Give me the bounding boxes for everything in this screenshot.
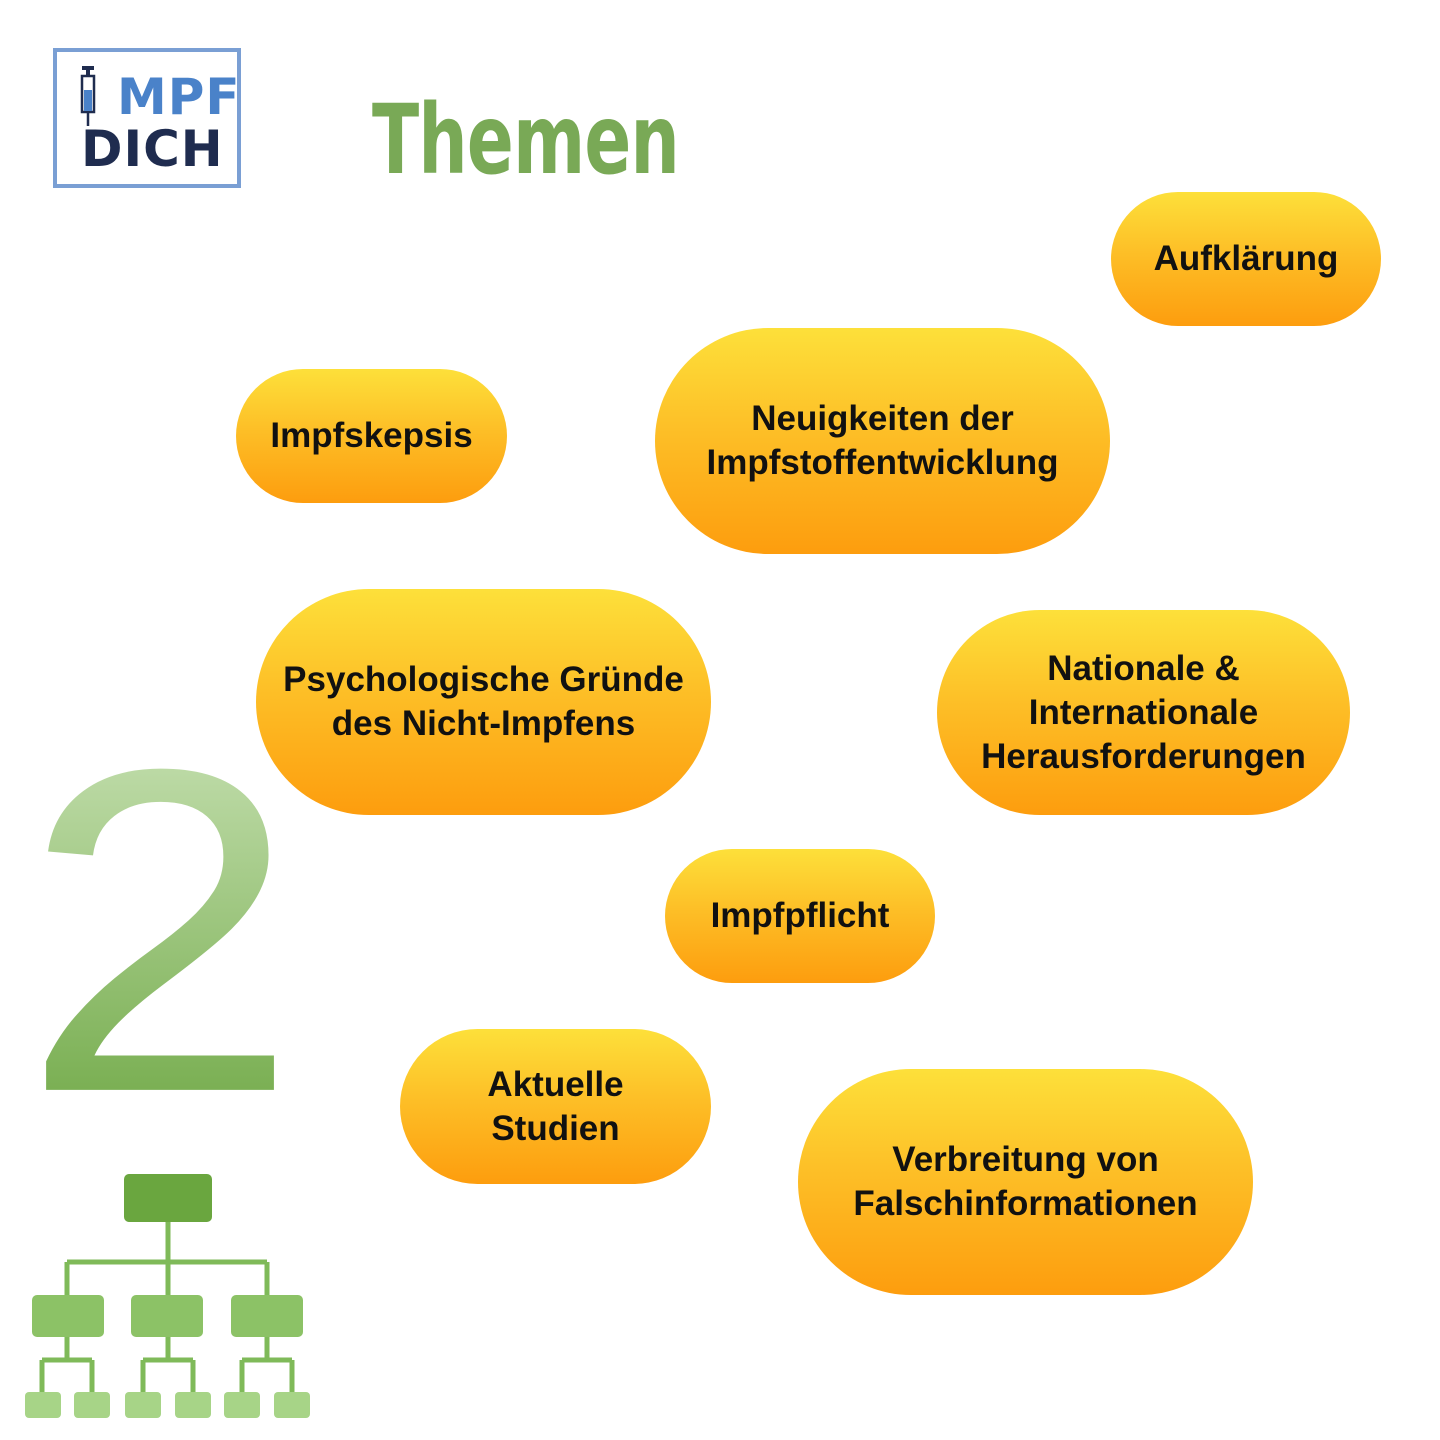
topic-nationale-herausforderungen: Nationale & Internationale Herausforderu… [937,610,1350,815]
syringe-icon [80,66,96,126]
topic-psychologische-gruende: Psychologische Gründe des Nicht-Impfens [256,589,711,815]
topic-impfskepsis: Impfskepsis [236,369,507,503]
big-number-text: 2 [30,720,290,1100]
topic-label: Neuigkeiten der Impfstoffentwicklung [706,399,1059,482]
topic-label: Aufklärung [1153,239,1339,278]
logo-text-dich: DICH [81,120,224,178]
topic-neuigkeiten: Neuigkeiten der Impfstoffentwicklung [655,328,1110,554]
topic-label: Impfpflicht [710,896,890,935]
impf-dich-logo: MPF DICH [53,48,241,188]
topic-aktuelle-studien: Aktuelle Studien [400,1029,711,1184]
page-title: Themen [372,84,680,196]
big-number-two: 2 [30,720,290,1100]
topic-label: Aktuelle Studien [487,1064,624,1148]
topic-label: Nationale & Internationale Herausforderu… [981,648,1306,776]
org-chart-icon [25,1174,310,1418]
topic-label: Verbreitung von Falschinformationen [853,1140,1198,1223]
topic-aufklaerung: Aufklärung [1111,192,1381,326]
topic-label: Psychologische Gründe des Nicht-Impfens [283,660,684,743]
topic-verbreitung-falschinformationen: Verbreitung von Falschinformationen [798,1069,1253,1295]
topic-impfpflicht: Impfpflicht [665,849,935,983]
topic-label: Impfskepsis [270,416,473,455]
logo-text-impf: MPF [117,68,241,126]
